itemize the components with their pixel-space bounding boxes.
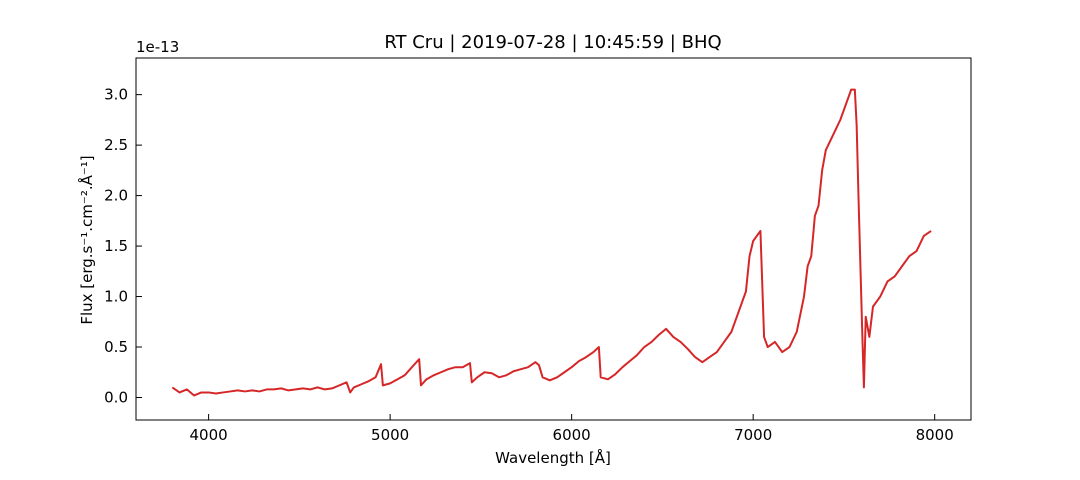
y-tick-label: 2.0 — [104, 187, 128, 205]
y-tick-label: 1.0 — [104, 288, 128, 306]
y-tick-label: 1.5 — [104, 237, 128, 255]
x-tick-label: 7000 — [734, 426, 772, 444]
plot-frame — [135, 57, 972, 421]
y-axis-label: Flux [erg.s⁻¹.cm⁻².Å⁻¹] — [77, 155, 96, 324]
y-tick-label: 0.0 — [104, 388, 128, 406]
y-tick-label: 3.0 — [104, 86, 128, 104]
spectrum-line — [171, 88, 932, 397]
y-tick-label: 2.5 — [104, 136, 128, 154]
x-tick-label: 8000 — [916, 426, 954, 444]
x-tick-label: 5000 — [371, 426, 409, 444]
y-tick-label: 0.5 — [104, 338, 128, 356]
chart-title: RT Cru | 2019-07-28 | 10:45:59 | BHQ — [384, 32, 721, 53]
x-tick-label: 6000 — [553, 426, 591, 444]
x-axis-label: Wavelength [Å] — [495, 448, 611, 467]
y-offset-label: 1e-13 — [136, 38, 179, 56]
x-tick-label: 4000 — [190, 426, 228, 444]
